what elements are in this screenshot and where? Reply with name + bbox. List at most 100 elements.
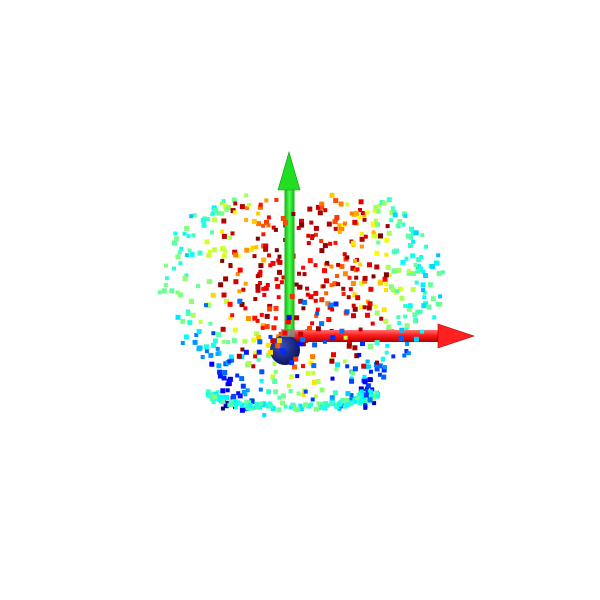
point-cloud-point bbox=[220, 388, 226, 394]
point-cloud-point bbox=[265, 342, 271, 348]
point-cloud-point bbox=[268, 349, 273, 355]
point-cloud-point bbox=[329, 192, 335, 198]
point-cloud-point bbox=[330, 376, 335, 381]
point-cloud-point bbox=[255, 287, 261, 293]
point-cloud-point bbox=[216, 396, 222, 402]
point-cloud-point bbox=[310, 321, 315, 326]
point-cloud-point bbox=[333, 240, 338, 245]
point-cloud-point bbox=[391, 354, 396, 359]
point-cloud-point bbox=[164, 263, 168, 268]
point-cloud-point bbox=[249, 399, 255, 404]
point-cloud-point bbox=[409, 235, 414, 240]
point-cloud-point bbox=[407, 303, 413, 309]
point-cloud-point bbox=[272, 362, 277, 366]
point-cloud-point bbox=[206, 302, 212, 308]
point-cloud-point bbox=[313, 394, 318, 399]
point-cloud-point bbox=[406, 270, 412, 276]
point-cloud-point bbox=[345, 255, 350, 260]
point-cloud-point bbox=[240, 347, 245, 352]
point-cloud-point bbox=[319, 297, 325, 303]
point-cloud-point bbox=[329, 395, 335, 401]
point-cloud-point bbox=[301, 392, 306, 397]
point-cloud-point bbox=[239, 204, 245, 210]
point-cloud-point bbox=[367, 364, 372, 369]
point-cloud-point bbox=[271, 325, 277, 331]
point-cloud-point bbox=[351, 313, 356, 319]
point-cloud-point bbox=[410, 253, 416, 259]
point-cloud-point bbox=[256, 405, 261, 410]
point-cloud-point bbox=[273, 305, 279, 311]
point-cloud-point bbox=[273, 227, 278, 232]
point-cloud-point bbox=[375, 222, 380, 228]
point-cloud-point bbox=[258, 387, 263, 392]
point-cloud-point bbox=[373, 234, 378, 239]
point-cloud-point bbox=[180, 318, 186, 324]
point-cloud-point bbox=[274, 277, 279, 282]
point-cloud-point bbox=[365, 359, 370, 364]
point-cloud-point bbox=[233, 279, 239, 285]
point-cloud-point bbox=[427, 282, 433, 288]
point-cloud-point bbox=[236, 353, 242, 359]
point-cloud-point bbox=[350, 240, 356, 246]
point-cloud-point bbox=[260, 325, 265, 330]
point-cloud-point bbox=[367, 377, 373, 383]
point-cloud-point bbox=[361, 363, 367, 369]
point-cloud-point bbox=[376, 240, 381, 245]
point-cloud-point bbox=[299, 407, 304, 412]
point-cloud-point bbox=[322, 405, 328, 411]
point-cloud-point bbox=[375, 208, 381, 214]
point-cloud-point bbox=[374, 250, 380, 256]
point-cloud-point bbox=[204, 349, 209, 354]
point-cloud-point bbox=[201, 222, 207, 228]
point-cloud-point bbox=[374, 366, 380, 372]
point-cloud-point bbox=[309, 402, 314, 407]
point-cloud-point bbox=[345, 391, 351, 397]
point-cloud-point bbox=[414, 336, 419, 342]
point-cloud-point bbox=[404, 323, 410, 329]
point-cloud-point bbox=[362, 275, 368, 281]
point-cloud-point bbox=[294, 282, 299, 287]
point-cloud-point bbox=[339, 263, 345, 269]
point-cloud-point bbox=[291, 403, 297, 409]
point-cloud-point bbox=[354, 353, 360, 359]
point-cloud-point bbox=[216, 332, 222, 338]
point-cloud-point bbox=[320, 205, 325, 210]
point-cloud-point bbox=[215, 346, 220, 351]
point-cloud-point bbox=[375, 360, 379, 365]
point-cloud-point bbox=[267, 303, 273, 309]
point-cloud-point bbox=[273, 316, 278, 321]
point-cloud-point bbox=[223, 276, 229, 282]
point-cloud-point bbox=[273, 369, 278, 374]
point-cloud-point bbox=[208, 321, 213, 326]
point-cloud-point bbox=[205, 217, 210, 221]
point-cloud-point bbox=[265, 283, 270, 287]
point-cloud-point bbox=[371, 230, 376, 235]
point-cloud-point bbox=[270, 406, 276, 411]
point-cloud-point bbox=[359, 244, 364, 249]
point-cloud-point bbox=[352, 306, 358, 312]
point-cloud-point bbox=[245, 206, 250, 211]
point-cloud-point bbox=[221, 339, 226, 344]
point-cloud-point bbox=[313, 290, 319, 296]
point-cloud-point bbox=[374, 310, 380, 316]
point-cloud-point bbox=[256, 221, 262, 227]
point-cloud-point bbox=[365, 312, 370, 318]
point-cloud-point bbox=[257, 339, 263, 345]
point-cloud-point bbox=[359, 236, 365, 242]
point-cloud-point bbox=[341, 292, 346, 296]
point-cloud-point bbox=[292, 364, 297, 370]
point-cloud-point bbox=[211, 400, 216, 405]
point-cloud-point bbox=[333, 301, 339, 307]
point-cloud-point bbox=[261, 232, 266, 237]
point-cloud-point bbox=[394, 248, 399, 254]
point-cloud-point bbox=[359, 281, 365, 287]
point-cloud-point bbox=[264, 324, 270, 330]
point-cloud-point bbox=[212, 338, 218, 344]
point-cloud-point bbox=[401, 222, 406, 227]
point-cloud-point bbox=[380, 356, 385, 361]
point-cloud-point bbox=[259, 401, 264, 406]
point-cloud-point bbox=[212, 394, 218, 400]
point-cloud-point bbox=[347, 275, 352, 280]
